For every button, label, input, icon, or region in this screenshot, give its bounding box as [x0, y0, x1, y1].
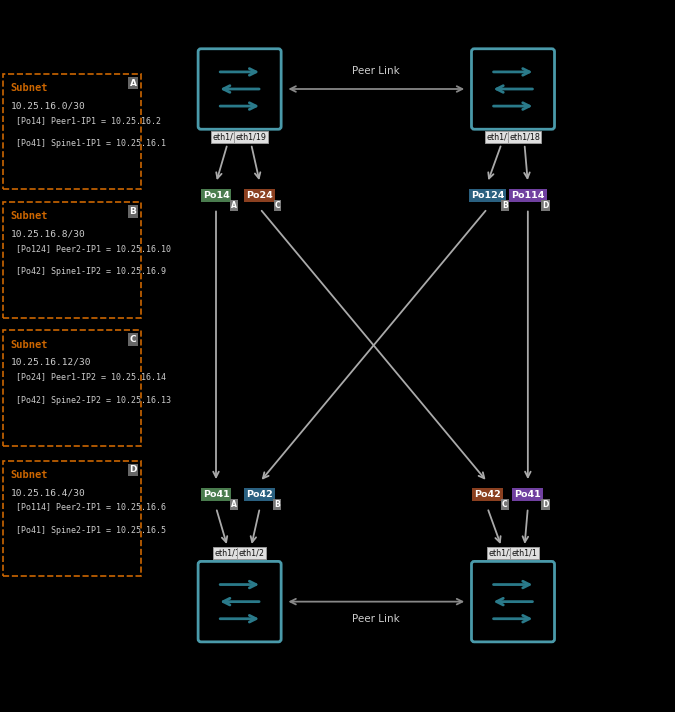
Text: [Po24] Peer1-IP2 = 10.25.16.14: [Po24] Peer1-IP2 = 10.25.16.14: [16, 372, 166, 381]
Text: B: B: [275, 501, 280, 509]
Text: [Po14] Peer1-IP1 = 10.25.16.2: [Po14] Peer1-IP1 = 10.25.16.2: [16, 116, 161, 125]
Text: eth1/19: eth1/19: [236, 133, 267, 142]
FancyBboxPatch shape: [198, 48, 281, 130]
FancyBboxPatch shape: [471, 561, 555, 642]
Text: eth1/1: eth1/1: [215, 549, 240, 557]
Text: Subnet: Subnet: [11, 211, 49, 221]
Text: eth1/2: eth1/2: [238, 549, 264, 557]
Text: [Po124] Peer2-IP1 = 10.25.16.10: [Po124] Peer2-IP1 = 10.25.16.10: [16, 244, 171, 253]
Text: Po41: Po41: [514, 491, 541, 499]
Text: [Po114] Peer2-IP1 = 10.25.16.6: [Po114] Peer2-IP1 = 10.25.16.6: [16, 503, 166, 511]
Text: eth1/18: eth1/18: [212, 133, 243, 142]
Text: A: A: [231, 501, 236, 509]
FancyBboxPatch shape: [3, 74, 141, 189]
Text: [Po42] Spine1-IP2 = 10.25.16.9: [Po42] Spine1-IP2 = 10.25.16.9: [16, 268, 166, 276]
Text: A: A: [231, 201, 236, 210]
Text: 10.25.16.8/30: 10.25.16.8/30: [11, 230, 86, 239]
Text: [Po42] Spine2-IP2 = 10.25.16.13: [Po42] Spine2-IP2 = 10.25.16.13: [16, 396, 171, 404]
Text: Peer Link: Peer Link: [352, 614, 400, 624]
Text: C: C: [130, 335, 136, 344]
Text: eth1/19: eth1/19: [486, 133, 517, 142]
FancyBboxPatch shape: [198, 561, 281, 642]
Text: Po14: Po14: [202, 192, 230, 200]
Text: A: A: [130, 79, 136, 88]
Text: Subnet: Subnet: [11, 470, 49, 480]
Text: D: D: [542, 501, 549, 509]
FancyBboxPatch shape: [3, 202, 141, 318]
FancyBboxPatch shape: [3, 330, 141, 446]
Text: 10.25.16.12/30: 10.25.16.12/30: [11, 358, 91, 367]
Text: 10.25.16.4/30: 10.25.16.4/30: [11, 488, 86, 497]
Text: C: C: [275, 201, 280, 210]
Text: Po114: Po114: [511, 192, 545, 200]
Text: eth1/18: eth1/18: [509, 133, 540, 142]
Text: Po24: Po24: [246, 192, 273, 200]
Text: eth1/1: eth1/1: [512, 549, 537, 557]
Text: Peer Link: Peer Link: [352, 66, 400, 76]
Text: [Po41] Spine1-IP1 = 10.25.16.1: [Po41] Spine1-IP1 = 10.25.16.1: [16, 140, 166, 148]
Text: eth1/2: eth1/2: [489, 549, 514, 557]
Text: Subnet: Subnet: [11, 340, 49, 350]
FancyBboxPatch shape: [471, 48, 555, 130]
FancyBboxPatch shape: [3, 461, 141, 576]
Text: B: B: [130, 207, 136, 216]
Text: Po41: Po41: [202, 491, 230, 499]
Text: Subnet: Subnet: [11, 83, 49, 93]
Text: Po124: Po124: [470, 192, 504, 200]
Text: B: B: [502, 201, 508, 210]
Text: D: D: [129, 466, 137, 474]
Text: 10.25.16.0/30: 10.25.16.0/30: [11, 102, 86, 110]
Text: [Po41] Spine2-IP1 = 10.25.16.5: [Po41] Spine2-IP1 = 10.25.16.5: [16, 526, 166, 535]
Text: Po42: Po42: [246, 491, 273, 499]
Text: D: D: [542, 201, 549, 210]
Text: C: C: [502, 501, 508, 509]
Text: Po42: Po42: [474, 491, 501, 499]
